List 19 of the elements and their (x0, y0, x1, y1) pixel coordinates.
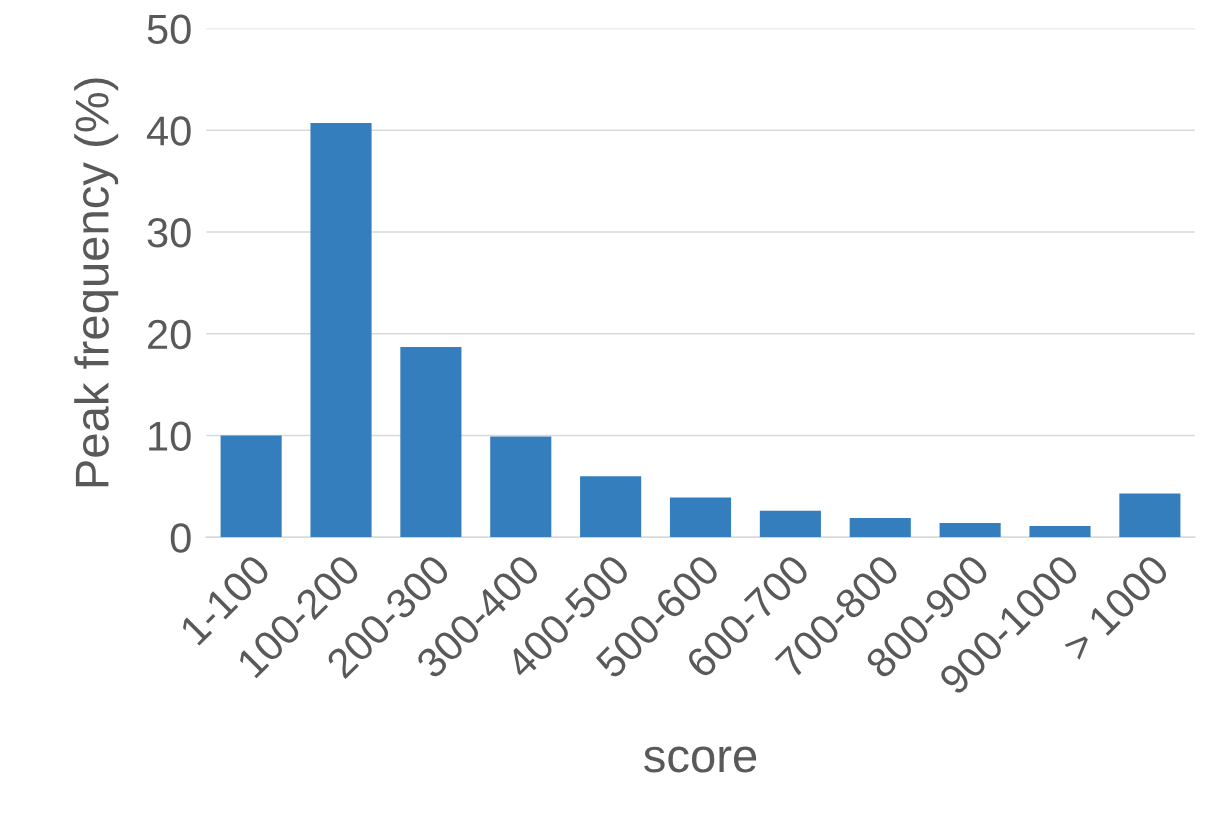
y-axis-title: Peak frequency (%) (74, 78, 119, 487)
bar (939, 522, 1001, 538)
bar (400, 346, 462, 538)
bar (310, 123, 372, 538)
y-tick-label: 10 (149, 421, 191, 451)
bar (1119, 493, 1181, 538)
y-tick-label: 30 (147, 217, 191, 248)
bar (669, 497, 732, 538)
y-tick-label: 50 (147, 14, 191, 44)
y-tick-label: 40 (146, 116, 191, 146)
y-tick-label: 0 (170, 523, 191, 553)
x-axis-title: score (644, 746, 757, 773)
bar (580, 476, 642, 538)
bar (1029, 526, 1091, 538)
y-tick-label: 20 (148, 319, 191, 350)
bar (849, 517, 911, 538)
bar (490, 436, 552, 538)
bar (220, 435, 282, 538)
bar (759, 510, 821, 538)
